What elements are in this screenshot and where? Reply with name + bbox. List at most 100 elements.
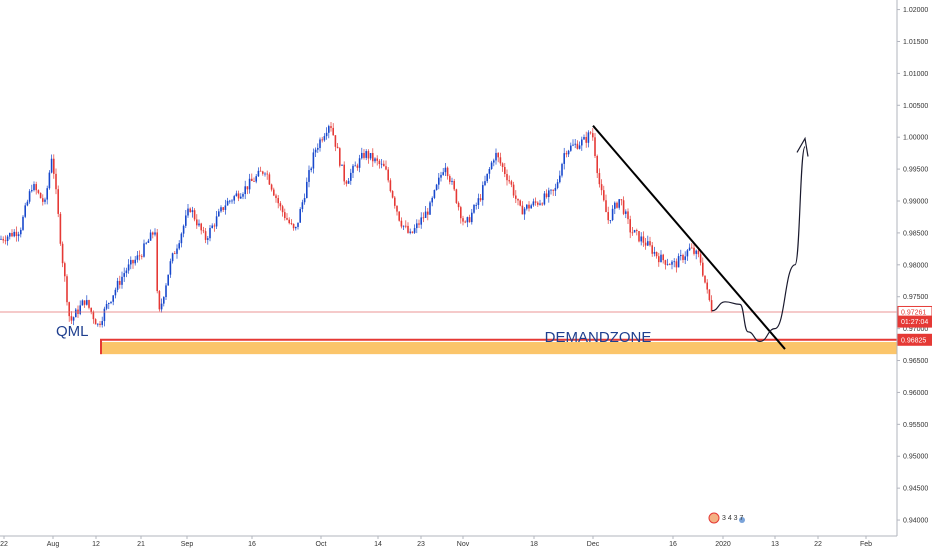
candle-body xyxy=(339,148,341,166)
x-tick-label: 18 xyxy=(530,541,538,548)
candle-body xyxy=(477,198,480,205)
candle-body xyxy=(284,212,286,219)
candle-body xyxy=(323,136,326,141)
candle-body xyxy=(402,225,405,227)
candle-body xyxy=(141,256,143,258)
candle-body xyxy=(647,241,649,246)
x-tick-label: 13 xyxy=(771,541,779,548)
candle-body xyxy=(504,167,506,175)
candle-body xyxy=(660,254,662,263)
candle-body xyxy=(671,261,673,265)
watermark-badge: 3 4 3 7 xyxy=(708,512,745,524)
x-tick-label: Dec xyxy=(587,541,600,548)
candle-body xyxy=(191,210,194,213)
candle-body xyxy=(9,232,11,237)
candle-body xyxy=(37,190,40,193)
price-label-box xyxy=(897,315,932,328)
candle-body xyxy=(266,173,268,175)
candle-body xyxy=(471,212,473,223)
candle-body xyxy=(523,208,526,215)
candle-body xyxy=(99,323,101,325)
candle-body xyxy=(185,215,187,226)
candle-body xyxy=(193,210,196,220)
candle-body xyxy=(673,261,675,263)
projection-sketch xyxy=(711,146,806,342)
candle-body xyxy=(693,247,695,254)
candle-body xyxy=(618,199,620,208)
candle-body xyxy=(539,203,541,205)
candle-body xyxy=(644,242,647,246)
candle-body xyxy=(119,280,121,285)
time-axis[interactable]: 22 Aug 12 21 Sep 16 Oct 14 23 Nov 18 Dec 16 2020 13 22 F… xyxy=(0,535,897,548)
candle-body xyxy=(319,139,321,148)
candle-body xyxy=(374,158,376,162)
candle-body xyxy=(136,255,139,260)
candle-body xyxy=(609,220,612,221)
candle-body xyxy=(28,191,31,202)
candle-body xyxy=(4,240,7,242)
candle-body xyxy=(642,236,645,243)
candle-body xyxy=(409,231,411,233)
candle-body xyxy=(55,173,57,190)
x-tick-label: 16 xyxy=(669,541,677,548)
price-label-text: 01:27:04 xyxy=(901,319,928,326)
candle-body xyxy=(149,232,152,241)
candle-body xyxy=(13,231,15,237)
candle-body xyxy=(229,200,231,202)
candle-body xyxy=(312,152,315,169)
candle-body xyxy=(165,285,167,298)
candle-body xyxy=(268,174,271,185)
candle-body xyxy=(295,226,297,229)
candle-body xyxy=(6,236,9,242)
candle-body xyxy=(275,195,277,199)
candle-body xyxy=(336,146,339,149)
candle-body xyxy=(592,133,594,138)
candle-body xyxy=(64,263,66,277)
candle-body xyxy=(677,256,680,268)
y-tick-label: 1.02000 xyxy=(903,7,928,14)
candle-body xyxy=(636,230,638,232)
trendline[interactable] xyxy=(592,125,786,350)
candle-body xyxy=(88,300,90,308)
candle-body xyxy=(400,220,403,227)
y-tick-label: 0.94500 xyxy=(903,486,928,493)
candle-body xyxy=(451,180,453,182)
candle-body xyxy=(248,178,251,190)
candle-body xyxy=(306,181,308,199)
candle-body xyxy=(464,221,466,223)
candle-body xyxy=(92,312,95,320)
candle-body xyxy=(343,164,345,182)
candle-body xyxy=(640,236,642,242)
candle-body xyxy=(46,188,48,200)
candle-body xyxy=(607,212,609,221)
candle-body xyxy=(240,196,242,199)
candle-body xyxy=(22,216,24,230)
candle-body xyxy=(83,300,86,305)
candle-body xyxy=(163,297,165,304)
candle-body xyxy=(466,217,469,223)
candle-body xyxy=(552,189,554,191)
candle-body xyxy=(143,243,145,257)
candle-body xyxy=(79,305,81,314)
price-axis[interactable]: 1.02000 1.01500 1.01000 1.00500 1.00000 0.995… xyxy=(896,0,932,550)
candle-body xyxy=(354,165,356,167)
price-label-text: 0.97261 xyxy=(901,309,926,316)
candle-body xyxy=(517,198,519,201)
candle-body xyxy=(473,205,475,213)
candle-body xyxy=(596,156,598,174)
candle-body xyxy=(66,276,68,303)
candle-body xyxy=(548,190,550,198)
candle-body xyxy=(468,217,471,223)
price-label-box xyxy=(897,333,932,346)
candle-body xyxy=(328,126,330,133)
x-tick-label: 23 xyxy=(417,541,425,548)
candle-body xyxy=(202,230,205,232)
candle-body xyxy=(189,208,191,213)
candle-body xyxy=(44,199,46,202)
candle-body xyxy=(530,205,532,209)
candle-body xyxy=(59,213,62,244)
candle-body xyxy=(138,255,141,257)
watermark-dot-icon xyxy=(739,517,745,523)
candle-body xyxy=(20,229,22,235)
